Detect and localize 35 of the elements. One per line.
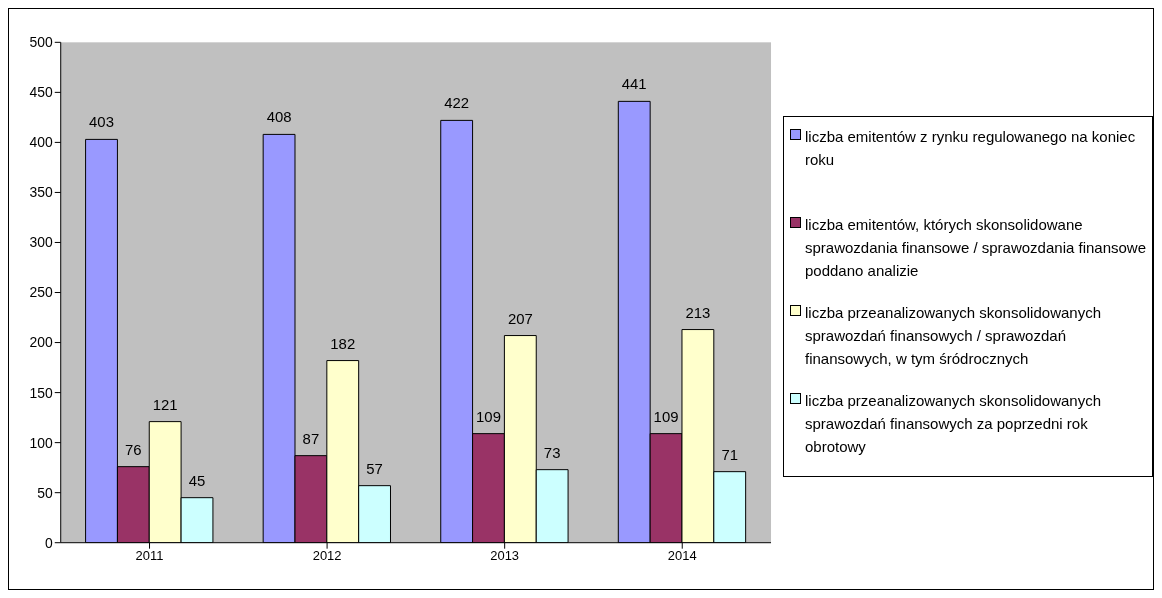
y-tick-label: 200 [29, 334, 54, 351]
data-label: 57 [366, 459, 383, 477]
data-label: 73 [543, 443, 561, 461]
x-tick-label: 2013 [490, 547, 520, 563]
legend-label: liczba przeanalizowanych skonsolidowanych sprawozdań finansowych za poprzedni rok obrotowy [805, 391, 1102, 457]
data-label: 109 [476, 407, 501, 425]
data-label: 441 [621, 75, 647, 93]
data-label: 403 [89, 113, 114, 131]
y-tick-label: 0 [45, 534, 54, 551]
y-tick-label: 450 [29, 84, 54, 101]
data-label: 207 [507, 309, 533, 327]
data-label: 87 [302, 429, 320, 447]
data-label: 408 [266, 108, 292, 126]
x-tick-label: 2012 [312, 547, 342, 563]
x-tick-label: 2014 [667, 547, 697, 563]
x-tick-label: 2011 [135, 547, 164, 563]
data-label: 213 [685, 303, 711, 321]
y-tick-label: 400 [29, 134, 54, 151]
y-tick-label: 300 [29, 234, 54, 251]
y-tick-label: 350 [29, 184, 54, 201]
y-tick-label: 250 [29, 284, 54, 301]
legend-label: liczba emitentów, których skonsolidowane sprawozdania finansowe / sprawozdania finansowe poddano analizie [805, 215, 1148, 281]
data-label: 109 [653, 407, 679, 425]
data-label: 76 [125, 440, 142, 458]
legend-label: liczba emitentów z rynku regulowanego na koniec roku [805, 127, 1137, 170]
data-label: 182 [330, 334, 356, 352]
legend-label: liczba przeanalizowanych skonsolidowanych sprawozdań finansowych / sprawozdań finansowych, w tym śródrocznych [805, 303, 1102, 369]
y-tick-label: 100 [29, 434, 54, 451]
data-label: 422 [444, 94, 470, 112]
data-label: 121 [152, 395, 178, 413]
y-tick-label: 150 [29, 384, 54, 401]
y-tick-label: 50 [37, 484, 54, 501]
data-label: 45 [188, 471, 206, 489]
data-label: 71 [721, 445, 739, 463]
y-tick-label: 500 [29, 34, 54, 51]
